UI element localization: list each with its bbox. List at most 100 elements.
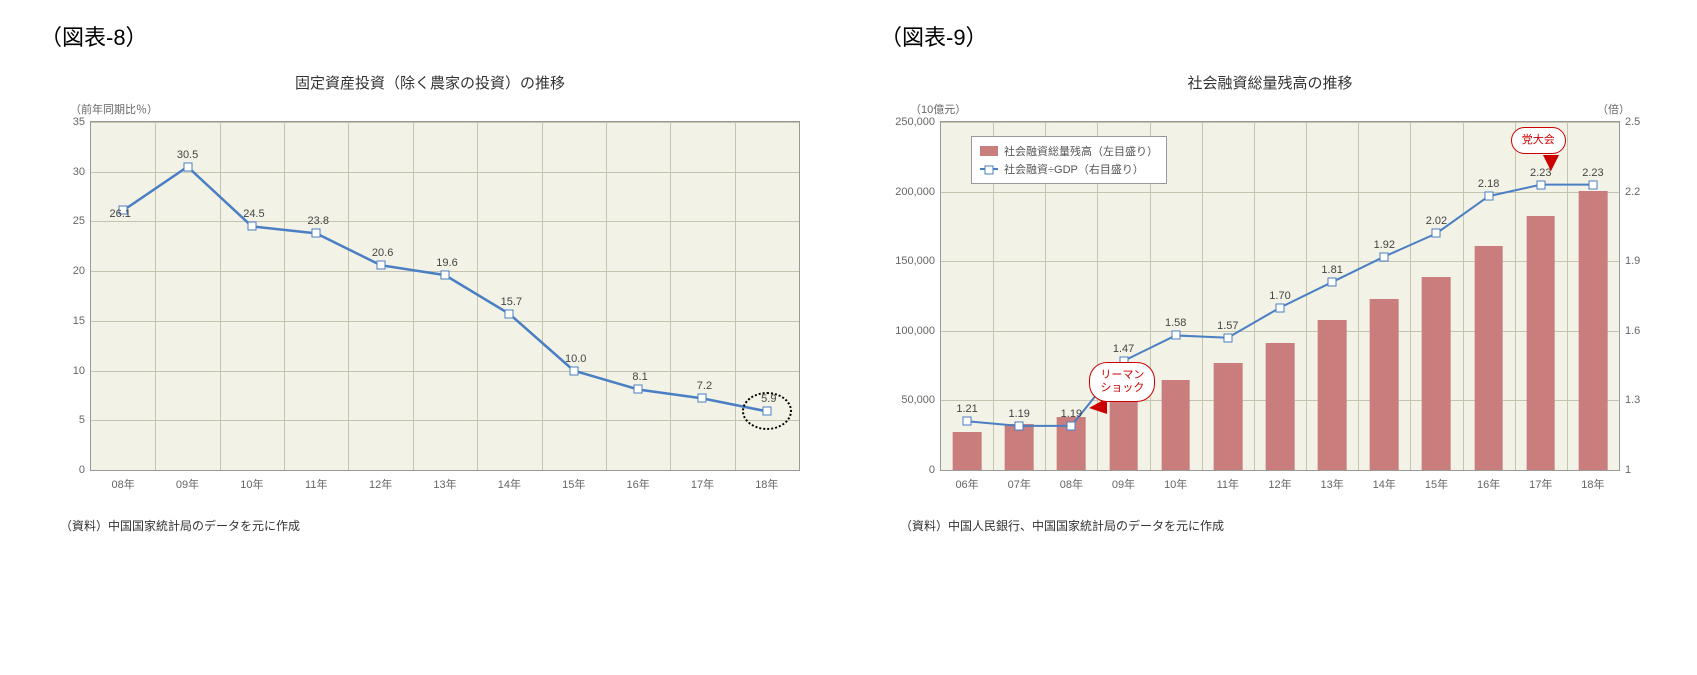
chart8-marker — [634, 385, 643, 394]
chart8-data-label: 24.5 — [243, 208, 264, 220]
chart9-y-left-tick: 50,000 — [885, 394, 941, 406]
chart8-data-label: 20.6 — [372, 247, 393, 259]
legend-swatch-bar-icon — [980, 146, 998, 156]
legend-line-label: 社会融資÷GDP（右目盛り） — [1004, 161, 1144, 177]
chart8-x-tick: 11年 — [305, 470, 327, 492]
chart8-plot-area: 0510152025303508年09年10年11年12年13年14年15年16… — [90, 121, 800, 471]
legend-row-bar: 社会融資総量残高（左目盛り） — [980, 143, 1158, 159]
chart9-data-label: 1.19 — [1061, 408, 1082, 420]
chart8-marker — [569, 366, 578, 375]
chart9-y-right-tick: 1.9 — [1619, 255, 1655, 267]
chart8-data-label: 8.1 — [632, 371, 647, 383]
charts-container: （図表-8） 固定資産投資（除く農家の投資）の推移 （前年同期比％） 05101… — [40, 20, 1660, 534]
chart8-x-tick: 13年 — [433, 470, 456, 492]
chart9-x-tick: 18年 — [1581, 470, 1604, 492]
chart9-x-tick: 12年 — [1268, 470, 1291, 492]
chart9-x-tick: 11年 — [1217, 470, 1239, 492]
chart9-y-left-tick: 0 — [885, 464, 941, 476]
chart9-data-label: 2.23 — [1582, 167, 1603, 179]
chart8-marker — [441, 271, 450, 280]
chart9-y-right-tick: 2.2 — [1619, 186, 1655, 198]
chart9-title: 社会融資総量残高の推移 — [880, 72, 1660, 93]
chart8-marker — [376, 261, 385, 270]
chart9-marker — [1484, 192, 1493, 201]
chart8-data-label: 19.6 — [436, 257, 457, 269]
chart9-x-tick: 14年 — [1373, 470, 1396, 492]
chart8-title: 固定資産投資（除く農家の投資）の推移 — [40, 72, 820, 93]
chart9-marker — [1380, 252, 1389, 261]
chart8-data-label: 15.7 — [501, 296, 522, 308]
chart9-marker — [1328, 278, 1337, 287]
chart8-y-tick: 15 — [35, 315, 91, 327]
chart9-marker — [1276, 303, 1285, 312]
chart8-data-label: 26.1 — [109, 208, 130, 220]
chart9-y-left-tick: 150,000 — [885, 255, 941, 267]
chart8-data-label: 7.2 — [697, 380, 712, 392]
chart8-marker — [312, 229, 321, 238]
chart9-x-tick: 13年 — [1321, 470, 1344, 492]
chart9-marker — [1223, 333, 1232, 342]
chart9-data-label: 2.02 — [1426, 215, 1447, 227]
chart8-data-label: 10.0 — [565, 353, 586, 365]
chart9-data-label: 1.58 — [1165, 317, 1186, 329]
chart8-marker — [698, 394, 707, 403]
chart8-x-tick: 09年 — [176, 470, 199, 492]
chart9-marker — [1588, 180, 1597, 189]
chart8-highlight-circle — [742, 392, 792, 430]
chart9-marker — [1432, 229, 1441, 238]
chart9-x-tick: 09年 — [1112, 470, 1135, 492]
chart8-y-tick: 30 — [35, 166, 91, 178]
chart8-x-tick: 17年 — [691, 470, 714, 492]
chart9-data-label: 2.18 — [1478, 178, 1499, 190]
chart8-y-axis-label: （前年同期比％） — [40, 101, 820, 117]
chart9-marker — [963, 417, 972, 426]
chart9-y-right-tick: 1.3 — [1619, 394, 1655, 406]
chart8-line — [91, 122, 799, 470]
chart9-marker — [1536, 180, 1545, 189]
chart9-y-left-tick: 200,000 — [885, 186, 941, 198]
chart9-data-label: 1.70 — [1269, 290, 1290, 302]
chart9-x-tick: 10年 — [1164, 470, 1187, 492]
chart8-x-tick: 15年 — [562, 470, 585, 492]
chart8-data-label: 23.8 — [308, 215, 329, 227]
chart9-panel: （図表-9） 社会融資総量残高の推移 （10億元） （倍） 050,000100… — [880, 20, 1660, 534]
chart9-data-label: 1.21 — [956, 403, 977, 415]
chart8-y-tick: 5 — [35, 414, 91, 426]
chart9-x-tick: 08年 — [1060, 470, 1083, 492]
chart9-x-tick: 16年 — [1477, 470, 1500, 492]
legend-swatch-line-icon — [980, 168, 998, 170]
chart8-x-tick: 10年 — [240, 470, 263, 492]
chart8-y-tick: 20 — [35, 265, 91, 277]
chart9-y-right-tick: 1.6 — [1619, 325, 1655, 337]
chart9-y-left-label: （10億元） — [880, 101, 966, 117]
chart8-panel: （図表-8） 固定資産投資（除く農家の投資）の推移 （前年同期比％） 05101… — [40, 20, 820, 534]
chart8-source: （資料）中国国家統計局のデータを元に作成 — [40, 517, 820, 534]
chart9-callout: 党大会 — [1511, 127, 1566, 154]
chart9-data-label: 1.81 — [1321, 264, 1342, 276]
chart8-marker — [183, 162, 192, 171]
chart9-data-label: 1.92 — [1374, 239, 1395, 251]
chart9-y-right-tick: 1 — [1619, 464, 1655, 476]
chart8-plot: 0510152025303508年09年10年11年12年13年14年15年16… — [40, 121, 820, 501]
chart9-x-tick: 07年 — [1008, 470, 1031, 492]
chart9-marker — [1171, 331, 1180, 340]
chart8-data-label: 30.5 — [177, 149, 198, 161]
chart9-y-right-tick: 2.5 — [1619, 116, 1655, 128]
chart9-marker — [1067, 421, 1076, 430]
chart8-x-tick: 14年 — [498, 470, 521, 492]
chart9-data-label: 1.19 — [1009, 408, 1030, 420]
chart9-callout: リーマンショック — [1089, 362, 1155, 402]
chart9-y-left-tick: 250,000 — [885, 116, 941, 128]
chart8-x-tick: 12年 — [369, 470, 392, 492]
chart8-x-tick: 16年 — [626, 470, 649, 492]
chart9-y-right-label: （倍） — [1597, 101, 1660, 117]
legend-row-line: 社会融資÷GDP（右目盛り） — [980, 161, 1158, 177]
chart9-y-left-tick: 100,000 — [885, 325, 941, 337]
chart8-x-tick: 18年 — [755, 470, 778, 492]
chart8-marker — [505, 309, 514, 318]
chart8-marker — [247, 222, 256, 231]
chart9-x-tick: 17年 — [1529, 470, 1552, 492]
chart9-callout-tail-icon — [1543, 155, 1559, 171]
chart8-y-tick: 10 — [35, 365, 91, 377]
chart9-data-label: 1.47 — [1113, 343, 1134, 355]
